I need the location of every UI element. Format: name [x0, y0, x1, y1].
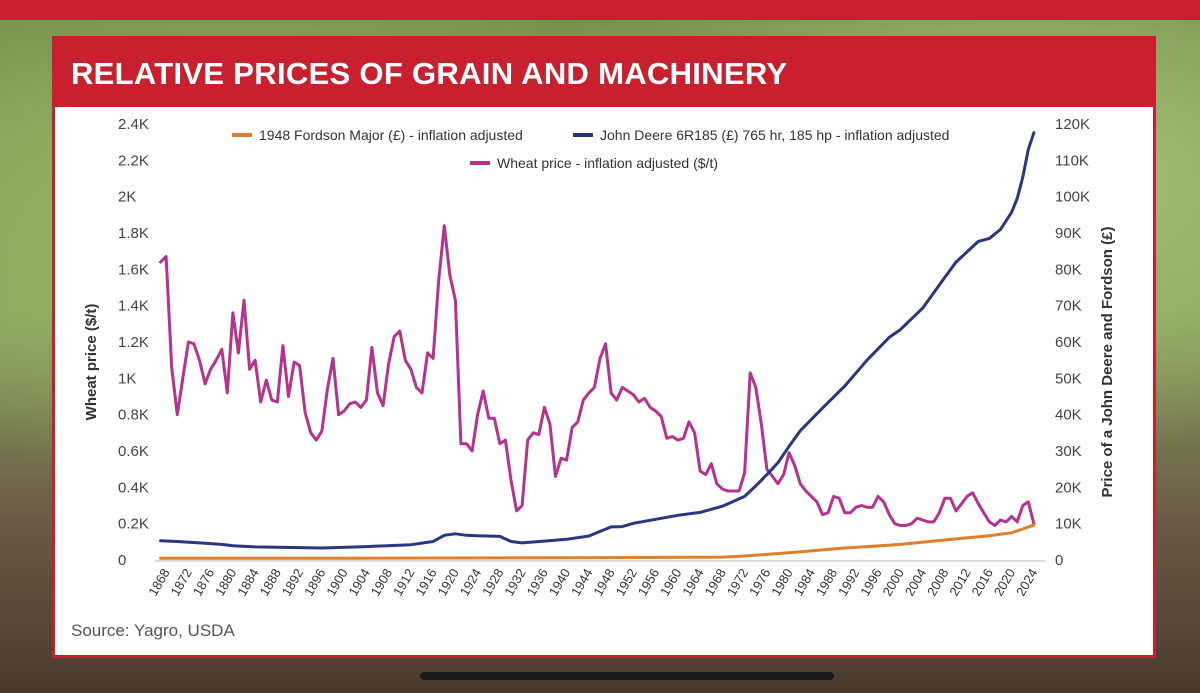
y-right-tick-label: 50K	[1055, 370, 1082, 387]
x-tick-label: 1876	[190, 566, 217, 599]
x-tick-label: 1944	[568, 566, 595, 599]
y-right-tick-label: 10K	[1055, 516, 1082, 533]
y-left-tick-label: 0.8K	[118, 407, 149, 424]
legend-label: 1948 Fordson Major (£) - inflation adjus…	[259, 127, 523, 143]
y-left-tick-label: 1.6K	[118, 261, 149, 278]
x-tick-label: 1892	[279, 566, 306, 599]
y-left-tick-label: 0.4K	[118, 479, 149, 496]
x-tick-label: 1960	[657, 566, 684, 599]
y-right-tick-label: 70K	[1055, 298, 1082, 315]
x-tick-label: 1868	[145, 566, 172, 599]
john-deere-line	[159, 131, 1036, 550]
x-tick-label: 1956	[635, 566, 662, 599]
y-left-tick-label: 0.6K	[118, 443, 149, 460]
x-tick-label: 1992	[835, 566, 862, 599]
x-tick-label: 2016	[969, 566, 996, 599]
y-left-tick-label: 1.2K	[118, 334, 149, 351]
x-tick-label: 1896	[301, 566, 328, 599]
x-tick-label: 2004	[902, 566, 929, 599]
card-header: RELATIVE PRICES OF GRAIN AND MACHINERY	[55, 39, 1153, 107]
top-banner-strip	[0, 0, 1200, 20]
x-tick-label: 2000	[880, 566, 907, 599]
x-tick-label: 1900	[323, 566, 350, 599]
y-right-tick-label: 20K	[1055, 479, 1082, 496]
x-tick-label: 2020	[991, 566, 1018, 599]
chart-title: RELATIVE PRICES OF GRAIN AND MACHINERY	[71, 56, 788, 91]
y-right-tick-label: 100K	[1055, 189, 1090, 206]
y-right-tick-label: 110K	[1055, 152, 1089, 169]
y-right-tick-label: 60K	[1055, 334, 1082, 351]
y-right-tick-label: 30K	[1055, 443, 1082, 460]
y-right-tick-label: 90K	[1055, 225, 1082, 242]
fordson-line	[159, 523, 1036, 560]
legend-label: John Deere 6R185 (£) 765 hr, 185 hp - in…	[600, 127, 949, 143]
y-left-tick-label: 1.8K	[118, 225, 149, 242]
x-tick-label: 1884	[234, 566, 261, 599]
y-left-tick-label: 2.2K	[118, 152, 149, 169]
x-tick-label: 1932	[501, 566, 528, 599]
x-tick-label: 2012	[946, 566, 973, 599]
x-tick-label: 1980	[768, 566, 795, 599]
x-tick-label: 1912	[390, 566, 417, 599]
y-left-tick-label: 0.2K	[118, 516, 149, 533]
y-left-tick-label: 1.4K	[118, 298, 149, 315]
y-left-tick-label: 2.4K	[118, 116, 149, 133]
x-tick-label: 1948	[590, 566, 617, 599]
x-tick-label: 1976	[746, 566, 773, 599]
x-tick-label: 1908	[368, 566, 395, 599]
x-tick-label: 1880	[212, 566, 239, 599]
chart-lines	[159, 131, 1036, 560]
x-tick-label: 2008	[924, 566, 951, 599]
y-right-tick-label: 0	[1055, 552, 1063, 569]
x-tick-label: 1972	[724, 566, 751, 599]
x-tick-label: 1940	[546, 566, 573, 599]
x-tick-label: 1984	[791, 566, 818, 599]
x-tick-label: 1928	[479, 566, 506, 599]
x-tick-label: 1988	[813, 566, 840, 599]
legend-label: Wheat price - inflation adjusted ($/t)	[497, 155, 718, 171]
x-tick-label: 1872	[168, 566, 195, 599]
y-left-tick-label: 1K	[118, 370, 136, 387]
x-tick-label: 1968	[702, 566, 729, 599]
chart-legend: 1948 Fordson Major (£) - inflation adjus…	[232, 127, 949, 171]
home-indicator	[420, 672, 834, 680]
y-axis-left-label: Wheat price ($/t)	[83, 304, 100, 421]
x-tick-label: 1936	[524, 566, 551, 599]
y-right-tick-label: 80K	[1055, 261, 1082, 278]
x-tick-label: 1964	[679, 566, 706, 599]
y-right-tick-label: 120K	[1055, 116, 1090, 133]
y-right-tick-label: 40K	[1055, 407, 1082, 424]
x-tick-label: 1888	[257, 566, 284, 599]
y-axis-right-label: Price of a John Deere and Fordson (£)	[1099, 227, 1116, 498]
x-tick-label: 1916	[412, 566, 439, 599]
x-tick-label: 2024	[1013, 566, 1040, 599]
y-left-tick-label: 2K	[118, 189, 136, 206]
chart-ticks: 0 0.2K 0.4K 0.6K 0.8K 1K 1.2K 1.4K 1.6K 1.8K 2K 2.2…	[118, 116, 1090, 599]
x-tick-label: 1996	[857, 566, 884, 599]
wheat-price-line	[159, 224, 1036, 527]
x-tick-label: 1920	[435, 566, 462, 599]
x-tick-label: 1952	[613, 566, 640, 599]
y-left-tick-label: 0	[118, 552, 126, 569]
x-tick-label: 1924	[457, 566, 484, 599]
source-note: Source: Yagro, USDA	[71, 621, 235, 640]
x-tick-label: 1904	[346, 566, 373, 599]
